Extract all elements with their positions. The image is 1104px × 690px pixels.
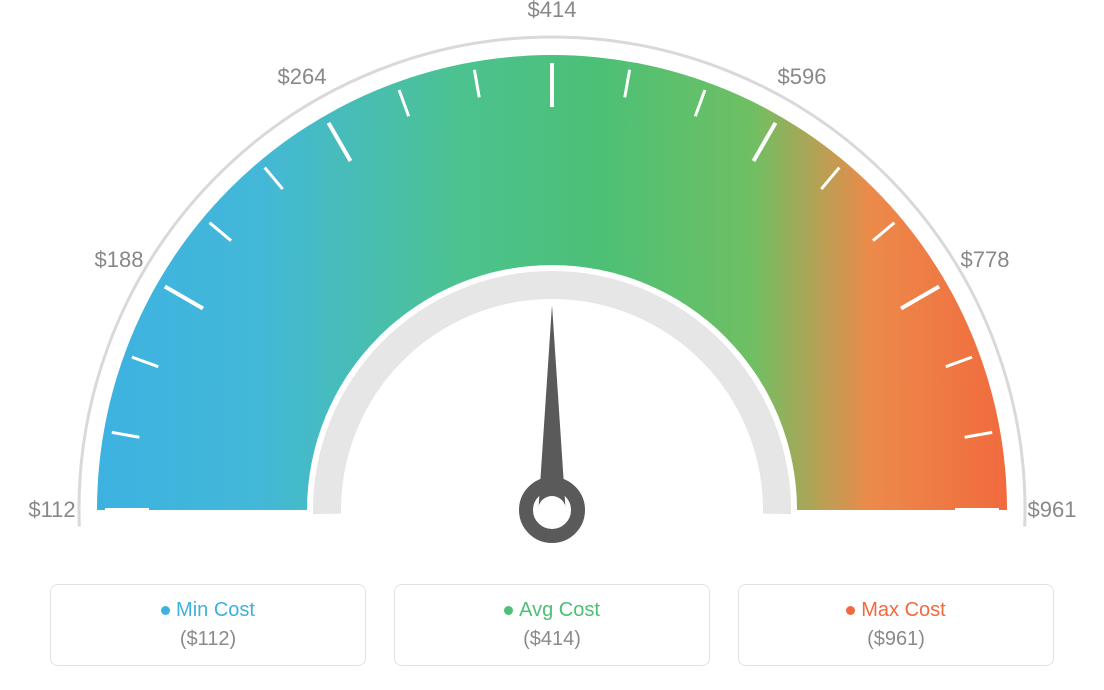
dot-min [161, 606, 170, 615]
legend-avg-title: Avg Cost [405, 599, 699, 622]
gauge-chart: $112 $188 $264 $414 $596 $778 $961 [0, 0, 1104, 560]
legend-avg-label: Avg Cost [519, 599, 600, 621]
gauge-tick-label: $264 [278, 64, 327, 90]
gauge-svg [0, 0, 1104, 560]
legend-min-title: Min Cost [61, 599, 355, 622]
dot-max [846, 606, 855, 615]
gauge-tick-label: $188 [95, 247, 144, 273]
gauge-tick-label: $112 [28, 497, 75, 523]
gauge-tick-label: $596 [778, 64, 827, 90]
legend-row: Min Cost ($112) Avg Cost ($414) Max Cost… [50, 584, 1054, 666]
legend-max: Max Cost ($961) [738, 584, 1054, 666]
legend-min-value: ($112) [61, 628, 355, 651]
legend-min-label: Min Cost [176, 599, 255, 621]
legend-max-title: Max Cost [749, 599, 1043, 622]
legend-max-value: ($961) [749, 628, 1043, 651]
gauge-tick-label: $414 [528, 0, 577, 23]
legend-min: Min Cost ($112) [50, 584, 366, 666]
legend-avg-value: ($414) [405, 628, 699, 651]
dot-avg [504, 606, 513, 615]
gauge-tick-label: $961 [1028, 497, 1077, 523]
gauge-tick-label: $778 [961, 247, 1010, 273]
legend-max-label: Max Cost [861, 599, 945, 621]
legend-avg: Avg Cost ($414) [394, 584, 710, 666]
